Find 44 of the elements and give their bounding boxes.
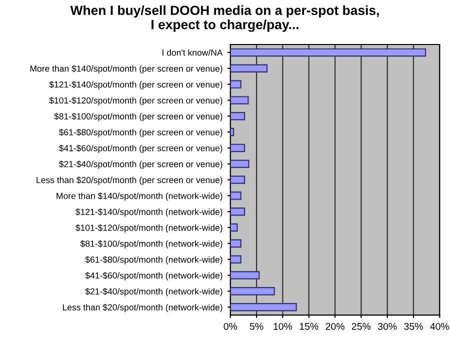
x-tick-label: 10% [274,322,292,330]
y-tick-label: $81-$100/spot/month (network-wide) [80,240,222,248]
y-tick-label: More than $140/spot/month (per screen or venue) [30,65,222,74]
x-tick-label: 35% [404,322,423,330]
y-tick-label: $61-$80/spot/month (per screen or venue) [58,128,222,138]
bar [230,176,246,184]
x-tick-label: 0% [224,322,238,330]
bar [230,302,297,312]
y-tick-label: $101-$120/spot/month (network-wide) [75,224,222,233]
y-tick-label: Less than $20/spot/month (network-wide) [62,304,222,312]
bar [230,239,242,248]
y-tick-label: $41-$60/spot/month (network-wide) [85,272,222,280]
y-tick-label: $21-$40/spot/month (per screen or venue) [58,160,222,169]
y-tick-label: $41-$60/spot/month (per screen or venue) [58,144,222,154]
y-tick-label: Less than $20/spot/month (per screen or venue) [36,176,222,185]
bar [230,207,246,216]
y-tick-label: $121-$140/spot/month (per screen or venue) [49,81,222,90]
bar [230,223,238,232]
y-tick-label: $81-$100/spot/month (per screen or venue) [54,112,222,122]
y-tick-label: I don't know/NA [162,49,223,56]
y-tick-label: More than $140/spot/month (network-wide) [56,192,222,201]
x-tick-label: 40% [430,322,450,330]
x-tick-label: 20% [326,322,344,330]
bar [230,271,260,280]
bar [230,255,242,264]
y-tick-label: $61-$80/spot/month (network-wide) [85,256,222,264]
y-tick-label: $21-$40/spot/month (network-wide) [85,288,222,296]
x-tick-label: 5% [250,323,264,330]
bar [230,48,426,57]
bar [230,128,234,136]
x-tick-label: 25% [352,322,371,330]
bar [230,192,242,200]
x-tick-label: 15% [300,323,318,330]
chart-title: When I buy/sell DOOH media on a per-spot basis, I expect to charge/pay... [70,5,379,32]
bar [230,64,268,73]
bar [230,80,242,88]
bar [230,287,275,296]
bar [230,112,246,120]
y-tick-label: $101-$120/spot/month (per screen or venue) [49,96,222,106]
bar [230,144,246,152]
bar [230,96,249,104]
x-tick-label: 30% [378,322,397,330]
y-tick-label: $121-$140/spot/month (network-wide) [75,208,222,217]
bar [230,160,250,168]
